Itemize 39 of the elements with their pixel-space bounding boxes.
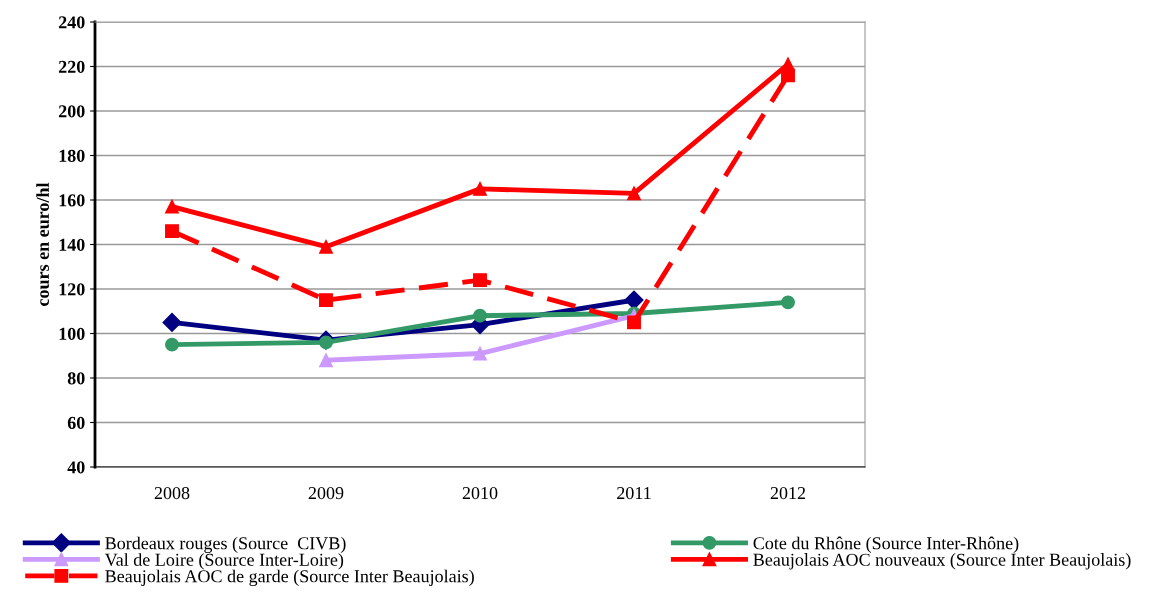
point — [165, 337, 179, 352]
y-tick-label: 40 — [67, 461, 85, 474]
y-tick-label: 200 — [58, 105, 85, 118]
x-tick-label: 2011 — [617, 486, 651, 500]
legend-label: Beaujolais AOC de garde (Source Inter Beaujolais) — [105, 569, 474, 587]
point — [624, 290, 644, 310]
y-tick-label: 240 — [58, 16, 85, 29]
legend-label: Bordeaux rouges (Source CIVB) — [105, 536, 346, 554]
y-tick-label: 140 — [59, 238, 85, 251]
x-tick-label: 2010 — [462, 486, 498, 500]
x-tick-label: 2008 — [154, 486, 190, 500]
point — [473, 308, 487, 323]
y-tick-label: 120 — [59, 283, 85, 296]
point — [165, 199, 179, 214]
x-tick-label: 2012 — [770, 486, 806, 500]
point — [319, 293, 333, 308]
point — [781, 295, 795, 310]
x-tick-label: 2009 — [308, 486, 344, 500]
y-axis-title: cours en euro/hl — [36, 182, 50, 306]
point — [473, 273, 487, 288]
legend-label: Cote du Rhône (Source Inter-Rhône) — [753, 536, 1019, 554]
point — [473, 181, 487, 196]
y-tick-label: 220 — [58, 60, 85, 73]
point — [781, 68, 795, 83]
point — [162, 312, 182, 332]
y-tick-label: 180 — [59, 149, 85, 162]
point — [627, 315, 641, 330]
point — [165, 224, 179, 239]
point — [319, 335, 333, 350]
point — [627, 186, 641, 201]
point — [473, 346, 487, 361]
y-tick-label: 160 — [59, 194, 85, 207]
point — [319, 239, 333, 254]
legend-label: Val de Loire (Source Inter-Loire) — [104, 553, 344, 570]
y-tick-label: 100 — [59, 327, 85, 340]
y-tick-label: 80 — [67, 372, 85, 385]
legend-label: Beaujolais AOC nouveaux (Source Inter Beaujolais) — [753, 553, 1131, 570]
y-tick-label: 60 — [67, 416, 85, 429]
point — [319, 353, 333, 368]
